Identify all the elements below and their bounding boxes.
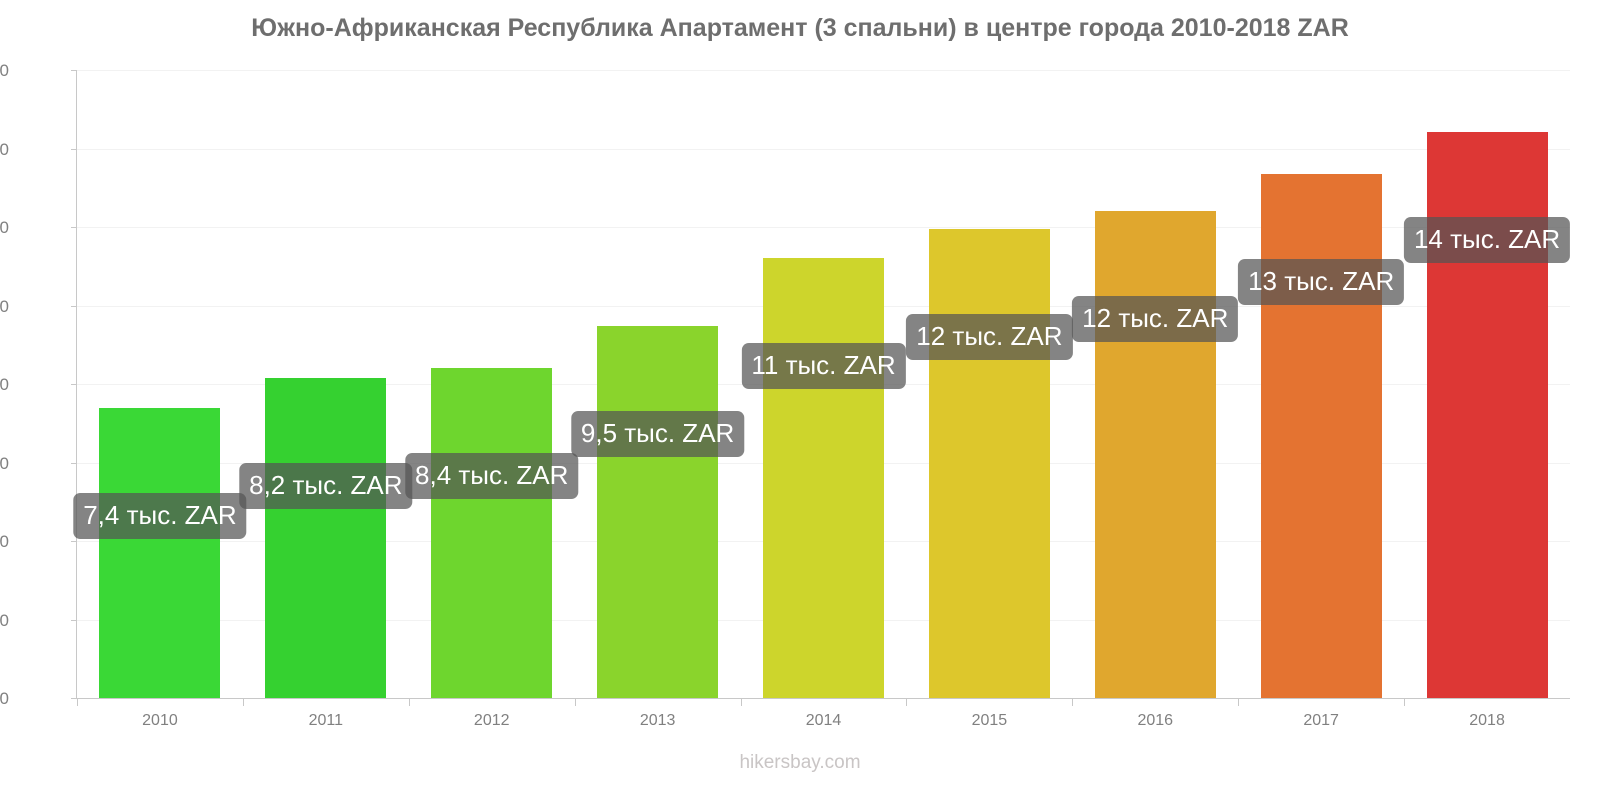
x-axis-tick-mark: [574, 699, 576, 706]
y-axis-tick-mark: [71, 305, 77, 307]
bar-2013[interactable]: [597, 325, 719, 698]
x-axis-tick-label-2010: 2010: [142, 712, 178, 729]
y-axis-tick-label: 14000: [0, 139, 9, 159]
x-axis-line: [77, 698, 1570, 699]
x-axis-tick-mark: [1404, 699, 1406, 706]
bar-2012[interactable]: [431, 368, 553, 698]
y-axis-tick-label: 16000: [0, 61, 9, 80]
y-axis-tick-mark: [71, 227, 77, 228]
y-axis-tick-label: 0: [0, 689, 9, 708]
y-axis-tick-label: 2000: [0, 610, 9, 630]
x-axis-tick-label-2017: 2017: [1303, 712, 1339, 729]
gridline: [77, 70, 1570, 71]
data-label-2013: 9,5 тыс. ZAR: [570, 410, 745, 457]
x-axis-tick-label-2011: 2011: [308, 712, 344, 729]
bar-2015[interactable]: [928, 228, 1050, 698]
data-label-2011: 8,2 тыс. ZAR: [239, 463, 413, 510]
x-axis-tick-mark: [1072, 699, 1074, 706]
x-axis-tick-label-2015: 2015: [971, 712, 1008, 729]
y-axis-tick-label: 6000: [0, 453, 9, 473]
data-label-2015: 12 тыс. ZAR: [906, 313, 1073, 360]
x-axis-tick-mark: [1238, 699, 1240, 706]
x-axis-tick-mark: [77, 699, 78, 706]
data-label-2010: 7,4 тыс. ZAR: [73, 492, 247, 539]
data-label-2012: 8,4 тыс. ZAR: [405, 453, 579, 500]
x-axis-tick-label-2013: 2013: [639, 712, 676, 729]
gridline: [77, 227, 1570, 228]
x-axis-tick-mark: [906, 699, 908, 706]
bar-2010[interactable]: [99, 407, 221, 698]
data-label-2017: 13 тыс. ZAR: [1238, 259, 1405, 305]
y-axis-tick-label: 12000: [0, 218, 9, 237]
x-axis-tick-label-2014: 2014: [805, 712, 842, 729]
y-axis-tick-label: 8000: [0, 375, 9, 394]
gridline: [77, 148, 1570, 150]
x-axis-tick-mark: [408, 699, 410, 706]
x-axis-tick-label-2018: 2018: [1469, 712, 1505, 729]
x-axis-tick-label-2012: 2012: [473, 712, 510, 729]
y-axis-tick-mark: [71, 148, 77, 150]
y-axis-tick-mark: [71, 698, 77, 699]
bar-2016[interactable]: [1094, 211, 1216, 698]
bar-2011[interactable]: [265, 378, 387, 698]
y-axis-tick-mark: [71, 384, 77, 385]
data-label-2014: 11 тыс. ZAR: [741, 342, 906, 389]
plot-area: [77, 70, 1570, 698]
page-title: Южно-Африканская Республика Апартамент (…: [251, 14, 1349, 42]
data-label-2016: 12 тыс. ZAR: [1072, 296, 1239, 343]
y-axis-tick-mark: [71, 462, 77, 464]
y-axis-tick-label: 4000: [0, 532, 9, 551]
bar-2017[interactable]: [1260, 174, 1382, 698]
y-axis-tick-mark: [71, 70, 77, 71]
x-axis-tick-mark: [242, 699, 244, 706]
bar-2014[interactable]: [763, 257, 884, 698]
y-axis-tick-label: 10000: [0, 296, 9, 316]
data-label-2018: 14 тыс. ZAR: [1403, 216, 1571, 263]
y-axis-tick-mark: [71, 619, 77, 621]
x-axis-tick-mark: [740, 699, 742, 706]
y-axis-tick-mark: [71, 541, 77, 542]
x-axis-tick-label-2016: 2016: [1137, 712, 1174, 729]
source-watermark: hikersbay.com: [739, 752, 861, 773]
